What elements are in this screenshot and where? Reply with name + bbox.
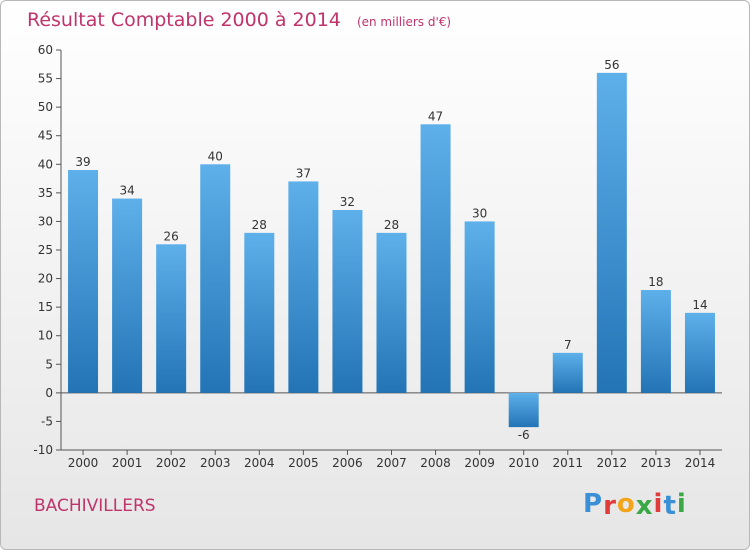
value-label: 14 bbox=[692, 298, 707, 312]
bar bbox=[420, 124, 451, 393]
y-tick-label: 0 bbox=[45, 386, 53, 400]
bar bbox=[552, 352, 583, 393]
logo-letter: P bbox=[583, 489, 604, 519]
bar bbox=[508, 392, 539, 428]
value-label: 56 bbox=[604, 58, 619, 72]
x-tick-label: 2005 bbox=[288, 456, 319, 470]
value-label: 7 bbox=[564, 338, 572, 352]
y-tick-label: -10 bbox=[33, 443, 53, 457]
y-tick-label: 50 bbox=[38, 100, 53, 114]
bar bbox=[684, 312, 715, 393]
logo-letter: r bbox=[603, 491, 617, 521]
y-tick-label: 10 bbox=[38, 329, 53, 343]
chart-title-main: Résultat Comptable 2000 à 2014 bbox=[27, 9, 341, 31]
y-tick-label: 60 bbox=[38, 43, 53, 57]
bar bbox=[244, 232, 275, 393]
value-label: 18 bbox=[648, 275, 663, 289]
bar bbox=[596, 72, 627, 393]
logo-letter: t bbox=[663, 491, 677, 521]
bar bbox=[332, 210, 363, 393]
y-tick-label: 30 bbox=[38, 214, 53, 228]
bars: 39 34 26 40 28 37 32 28 47 30 -6 7 56 18 14 bbox=[68, 58, 715, 442]
bar bbox=[200, 164, 231, 393]
x-tick-label: 2000 bbox=[68, 456, 99, 470]
y-tick-label: 25 bbox=[38, 243, 53, 257]
y-tick-label: 35 bbox=[38, 186, 53, 200]
value-label: 28 bbox=[252, 218, 267, 232]
y-tick-label: 45 bbox=[38, 129, 53, 143]
chart-title-unit: (en milliers d'€) bbox=[357, 15, 451, 29]
value-label: 40 bbox=[208, 149, 223, 163]
value-label: 39 bbox=[75, 155, 90, 169]
y-tick-label: 40 bbox=[38, 157, 53, 171]
x-tick-label: 2003 bbox=[200, 456, 231, 470]
bar bbox=[640, 290, 671, 393]
value-label: 37 bbox=[296, 166, 311, 180]
x-tick-label: 2012 bbox=[597, 456, 628, 470]
value-label: 26 bbox=[164, 229, 179, 243]
x-tick-label: 2014 bbox=[685, 456, 716, 470]
bar bbox=[156, 244, 187, 393]
value-label: 34 bbox=[119, 184, 134, 198]
y-tick-label: 20 bbox=[38, 272, 53, 286]
value-label: 47 bbox=[428, 109, 443, 123]
value-label: 30 bbox=[472, 206, 487, 220]
bar bbox=[464, 221, 495, 393]
bar bbox=[68, 170, 99, 393]
proxiti-logo[interactable]: Proxiti bbox=[583, 489, 687, 521]
value-label: -6 bbox=[518, 428, 530, 442]
y-tick-label: 5 bbox=[45, 357, 53, 371]
y-tick-label: 55 bbox=[38, 72, 53, 86]
bar bbox=[288, 181, 319, 393]
logo-letter: o bbox=[616, 489, 636, 519]
y-tick-label: 15 bbox=[38, 300, 53, 314]
commune-name: BACHIVILLERS bbox=[34, 496, 156, 516]
logo-letter: i bbox=[676, 489, 687, 519]
x-tick-label: 2009 bbox=[464, 456, 495, 470]
bar bbox=[112, 198, 143, 393]
x-tick-label: 2004 bbox=[244, 456, 275, 470]
chart-title: Résultat Comptable 2000 à 2014 (en milli… bbox=[27, 9, 451, 31]
x-tick-label: 2002 bbox=[156, 456, 187, 470]
bar bbox=[376, 232, 407, 393]
x-tick-label: 2010 bbox=[508, 456, 539, 470]
value-label: 32 bbox=[340, 195, 355, 209]
x-tick-label: 2013 bbox=[641, 456, 672, 470]
x-tick-label: 2001 bbox=[112, 456, 143, 470]
x-tick-label: 2008 bbox=[420, 456, 451, 470]
logo-letter: i bbox=[653, 489, 664, 519]
x-tick-label: 2011 bbox=[552, 456, 583, 470]
x-tick-label: 2006 bbox=[332, 456, 363, 470]
logo-letter: x bbox=[635, 491, 654, 521]
y-tick-label: -5 bbox=[41, 414, 53, 428]
value-label: 28 bbox=[384, 218, 399, 232]
x-tick-label: 2007 bbox=[376, 456, 407, 470]
